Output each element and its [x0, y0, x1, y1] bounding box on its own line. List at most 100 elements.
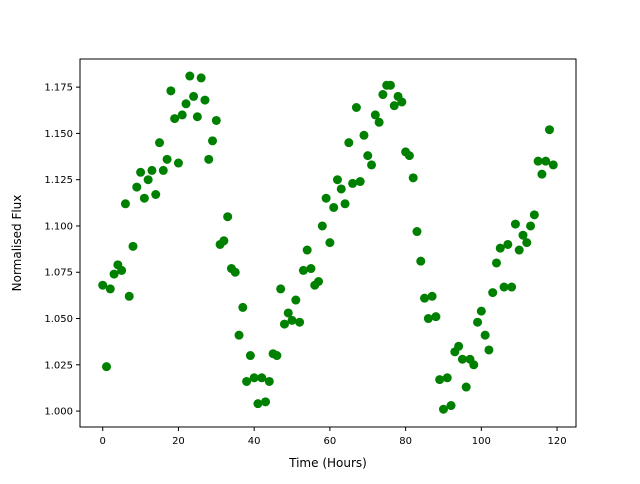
data-point	[325, 238, 335, 248]
data-point	[488, 288, 498, 298]
data-point	[533, 156, 543, 166]
data-point	[548, 160, 558, 170]
data-point	[329, 202, 339, 212]
data-point	[147, 165, 157, 175]
data-points	[98, 71, 558, 414]
y-axis-ticks: 1.000 1.025 1.050 1.075 1.100 1.125 1.150 1.175	[44, 83, 80, 418]
data-point	[336, 184, 346, 194]
data-point	[230, 267, 240, 277]
data-point	[397, 97, 407, 107]
data-point	[249, 373, 259, 383]
data-point	[370, 110, 380, 120]
data-point	[166, 86, 176, 96]
data-point	[128, 241, 138, 251]
x-axis-label: Time (Hours)	[288, 456, 367, 470]
data-point	[170, 114, 180, 124]
y-tick-label: 1.150	[44, 129, 73, 140]
data-point	[185, 71, 195, 81]
data-point	[245, 351, 255, 361]
y-tick-label: 1.075	[44, 268, 73, 279]
data-point	[518, 230, 528, 240]
data-point	[295, 317, 305, 327]
data-point	[526, 221, 536, 231]
data-point	[495, 243, 505, 253]
data-point	[298, 265, 308, 275]
data-point	[541, 156, 551, 166]
data-point	[189, 91, 199, 101]
data-point	[529, 210, 539, 220]
data-point	[438, 404, 448, 414]
data-point	[124, 291, 134, 301]
data-point	[355, 177, 365, 187]
data-point	[507, 282, 517, 292]
data-point	[510, 219, 520, 229]
x-tick-label: 80	[399, 436, 412, 447]
data-point	[208, 136, 218, 146]
x-tick-label: 40	[248, 436, 261, 447]
data-point	[340, 199, 350, 209]
data-point	[374, 117, 384, 127]
axes-frame	[79, 58, 577, 428]
data-point	[143, 175, 153, 185]
data-point	[139, 193, 149, 203]
data-point	[253, 399, 263, 409]
data-point	[385, 80, 395, 90]
data-point	[537, 169, 547, 179]
y-axis-label: Normalised Flux	[10, 195, 24, 292]
data-point	[264, 376, 274, 386]
data-point	[272, 351, 282, 361]
data-point	[276, 284, 286, 294]
data-point	[476, 306, 486, 316]
data-point	[257, 373, 267, 383]
data-point	[348, 178, 358, 188]
data-point	[442, 373, 452, 383]
y-tick-label: 1.000	[44, 407, 73, 418]
data-point	[461, 382, 471, 392]
data-point	[242, 376, 252, 386]
data-point	[412, 227, 422, 237]
data-point	[473, 317, 483, 327]
data-point	[200, 95, 210, 105]
x-tick-label: 0	[100, 436, 106, 447]
data-point	[120, 199, 130, 209]
data-point	[109, 269, 119, 279]
data-point	[514, 245, 524, 255]
data-point	[431, 312, 441, 322]
data-point	[136, 167, 146, 177]
data-point	[173, 158, 183, 168]
data-point	[204, 154, 214, 164]
data-point	[499, 282, 509, 292]
x-tick-label: 60	[324, 436, 337, 447]
data-point	[211, 115, 221, 125]
data-point	[102, 362, 112, 372]
data-point	[238, 302, 248, 312]
y-tick-label: 1.125	[44, 175, 73, 186]
data-point	[420, 293, 430, 303]
x-axis-ticks: 0 20 40 60 80 100 120	[100, 427, 567, 447]
data-point	[196, 73, 206, 83]
data-point	[306, 264, 316, 274]
data-point	[404, 151, 414, 161]
data-point	[378, 90, 388, 100]
data-point	[363, 151, 373, 161]
data-point	[457, 354, 467, 364]
data-point	[155, 138, 165, 148]
data-point	[98, 280, 108, 290]
y-tick-label: 1.100	[44, 221, 73, 232]
y-tick-label: 1.175	[44, 83, 73, 94]
x-tick-label: 100	[472, 436, 491, 447]
data-point	[291, 295, 301, 305]
data-point	[314, 277, 324, 287]
data-point	[480, 330, 490, 340]
data-point	[503, 239, 513, 249]
data-point	[302, 245, 312, 255]
data-point	[283, 308, 293, 318]
data-point	[192, 112, 202, 122]
data-point	[181, 99, 191, 109]
data-point	[484, 345, 494, 355]
data-point	[219, 236, 229, 246]
data-point	[223, 212, 233, 222]
data-point	[151, 190, 161, 200]
data-point	[544, 125, 554, 135]
data-point	[234, 330, 244, 340]
